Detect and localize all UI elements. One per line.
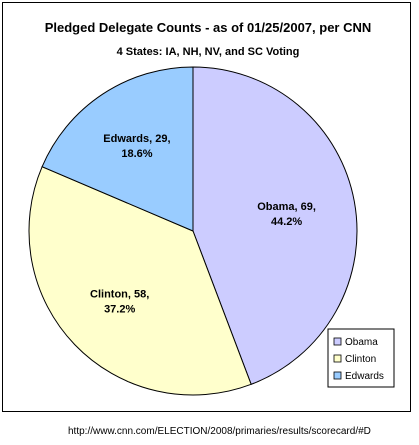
legend-label-obama: Obama [345, 337, 378, 348]
source-url: http://www.cnn.com/ELECTION/2008/primari… [68, 426, 371, 437]
pie-slice-labels: Obama, 69, 44.2% Clinton, 58, 37.2% Edwards,… [90, 133, 316, 315]
pie-slice-clinton [28, 166, 252, 396]
legend-swatch-clinton [333, 354, 342, 363]
pie-chart: Pledged Delegate Counts - as of 01/25/20… [28, 20, 395, 396]
legend-label-edwards: Edwards [345, 371, 384, 382]
legend-swatch-obama [333, 337, 342, 346]
legend-swatch-edwards [333, 371, 342, 380]
chart-area: Pledged Delegate Counts - as of 01/25/20… [2, 2, 411, 412]
pie-slices [28, 66, 358, 396]
legend: Obama Clinton Edwards [327, 328, 395, 388]
slice-label-clinton: Clinton, 58, 37.2% [90, 288, 149, 315]
legend-label-clinton: Clinton [345, 354, 376, 365]
chart-title: Pledged Delegate Counts - as of 01/25/20… [45, 20, 372, 35]
slice-label-obama: Obama, 69, 44.2% [257, 201, 316, 228]
pie-slice-obama [192, 66, 358, 385]
slice-label-edwards: Edwards, 29, 18.6% [103, 133, 170, 160]
pie-slice-edwards [41, 66, 194, 232]
chart-subtitle: 4 States: IA, NH, NV, and SC Voting [117, 46, 300, 58]
